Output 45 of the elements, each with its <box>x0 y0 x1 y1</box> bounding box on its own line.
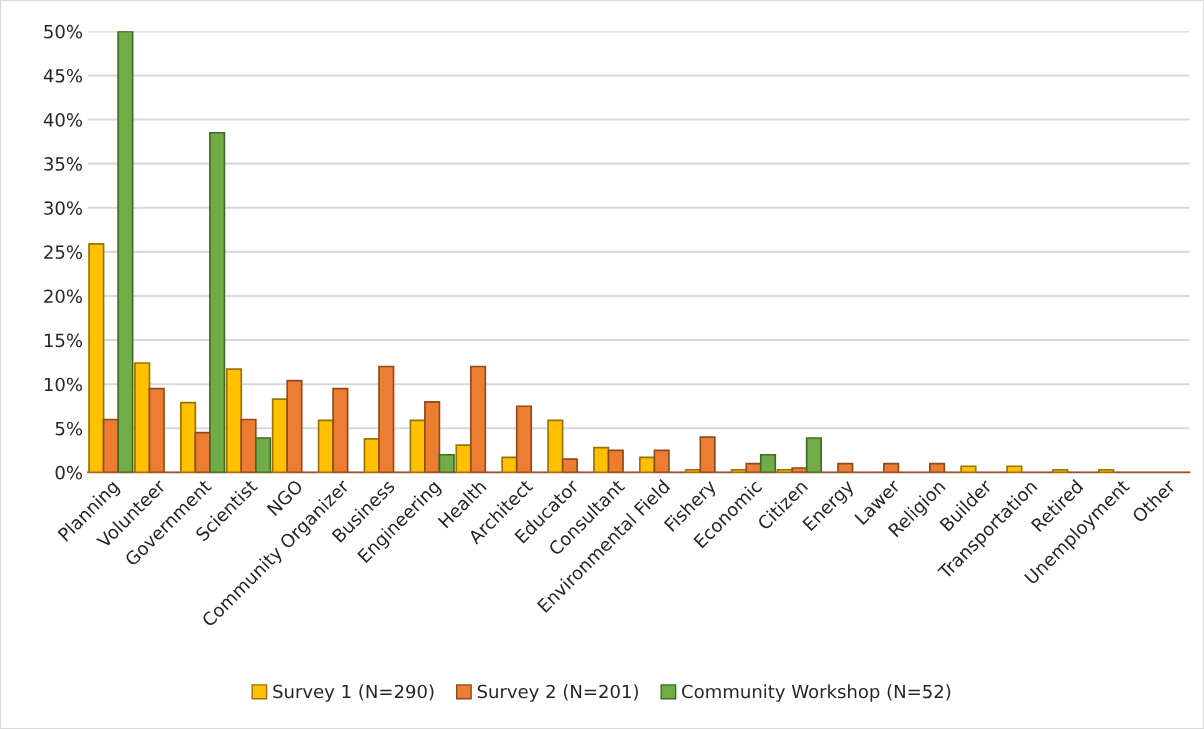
y-tick-label: 50% <box>44 24 83 39</box>
y-tick-label: 15% <box>44 333 83 348</box>
bar <box>928 462 946 473</box>
bar <box>117 31 134 473</box>
bar <box>225 368 243 473</box>
bar <box>837 462 854 473</box>
bar <box>332 387 349 473</box>
bar <box>653 449 670 473</box>
bar <box>561 458 578 473</box>
bar <box>1006 465 1023 473</box>
bar <box>378 365 395 473</box>
y-tick-label: 5% <box>55 421 83 436</box>
bar <box>148 387 165 473</box>
y-tick-label: 10% <box>44 377 83 392</box>
y-tick-label: 40% <box>43 113 83 127</box>
bar <box>791 467 808 473</box>
bar <box>960 465 977 473</box>
bar <box>607 449 624 473</box>
bar <box>438 453 455 473</box>
bar <box>547 419 564 473</box>
bar <box>469 365 487 473</box>
bar <box>699 436 716 473</box>
bar <box>286 379 303 473</box>
bar <box>805 437 823 473</box>
bar <box>134 362 151 473</box>
y-tick-label: 45% <box>43 68 83 83</box>
bar <box>240 418 257 473</box>
legend-label: Survey 2 (N=201) <box>477 684 638 702</box>
y-tick-label: 25% <box>44 245 83 259</box>
bar <box>88 243 105 473</box>
bar <box>254 437 272 473</box>
bar <box>424 400 441 473</box>
bar <box>883 462 900 473</box>
y-tick-label: 0% <box>55 465 83 480</box>
bar <box>593 446 610 473</box>
y-tick-label: 30% <box>44 201 83 215</box>
bar <box>455 444 472 473</box>
bar <box>180 401 197 473</box>
legend-label: Community Workshop (N=52) <box>682 684 951 702</box>
y-tick-label: 35% <box>44 157 83 171</box>
bar <box>759 453 777 473</box>
bar <box>209 131 226 473</box>
bar <box>515 405 533 473</box>
legend-label: Survey 1 (N=290) <box>273 684 434 702</box>
y-tick-label: 20% <box>44 289 83 304</box>
